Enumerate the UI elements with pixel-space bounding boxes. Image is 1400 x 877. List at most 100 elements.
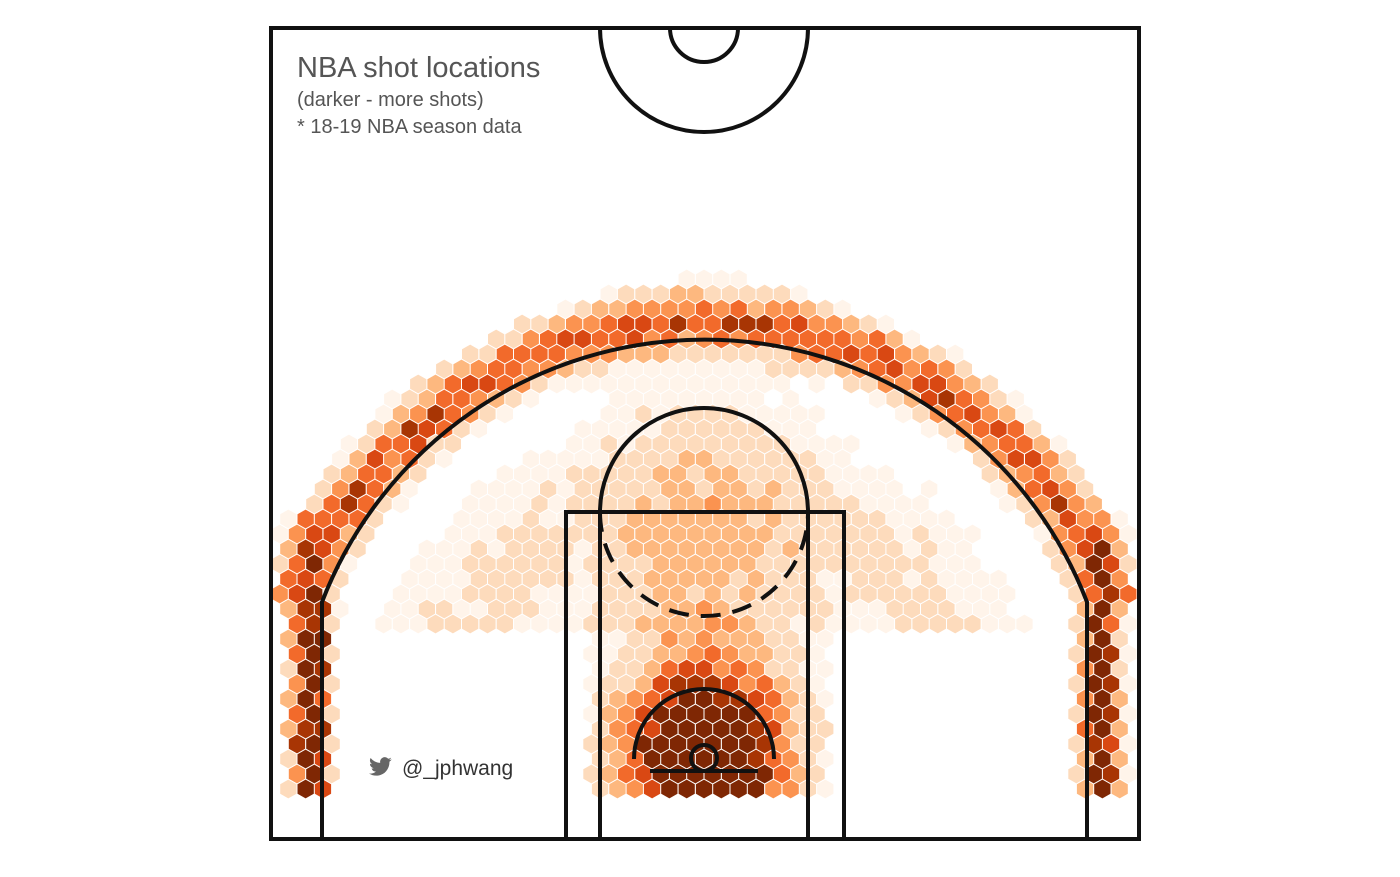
hexbin-cell	[955, 359, 972, 379]
hexbin-cell	[1076, 509, 1094, 529]
hexbin-cell	[687, 524, 704, 544]
hexbin-cell	[704, 344, 721, 364]
hexbin-cell	[635, 674, 652, 694]
hexbin-cell	[384, 389, 401, 409]
hexbin-cell	[747, 359, 765, 379]
hexbin-cell	[574, 599, 591, 619]
hexbin-cell	[912, 404, 929, 424]
hexbin-cell	[817, 629, 834, 649]
hexbin-cell	[652, 464, 669, 484]
hexbin-cell	[496, 614, 513, 634]
hexbin-cell	[808, 374, 825, 394]
hexbin-cell	[540, 539, 557, 559]
hexbin-cell	[990, 479, 1007, 499]
hexbin-cell	[817, 359, 834, 379]
hexbin-cell	[635, 404, 652, 424]
hexbin-cell	[323, 524, 340, 544]
hexbin-cell	[453, 359, 470, 379]
hexbin-cell	[1076, 539, 1094, 559]
hexbin-cell	[661, 659, 678, 679]
hexbin-cell	[609, 479, 626, 499]
hexbin-cell	[635, 344, 652, 364]
hexbin-cell	[600, 494, 617, 514]
hexbin-cell	[912, 614, 929, 634]
hexbin-cell	[427, 374, 444, 394]
hexbin-cell	[600, 284, 617, 304]
hexbin-cell	[323, 464, 340, 484]
hexbin-cell	[704, 434, 721, 454]
hexbin-cell	[765, 779, 782, 799]
hexbin-cell	[687, 434, 704, 454]
hexbin-cell	[643, 359, 661, 379]
hexbin-cell	[851, 539, 868, 559]
hexbin-cell	[713, 689, 730, 709]
hexbin-cell	[566, 614, 583, 634]
hexbin-cell	[886, 599, 903, 619]
hexbin-cell	[1094, 779, 1111, 799]
hexbin-cell	[782, 599, 799, 619]
hexbin-cell	[669, 344, 687, 364]
hexbin-cell	[860, 314, 877, 334]
hexbin-cell	[1016, 434, 1033, 454]
hexbin-cell	[1042, 479, 1059, 499]
hexbin-cell	[791, 434, 808, 454]
hexbin-cell	[557, 299, 574, 319]
hexbin-cell	[773, 314, 791, 334]
hexbin-cell	[773, 584, 791, 604]
hexbin-cell	[574, 509, 591, 529]
hexbin-cell	[1085, 614, 1102, 634]
hexbin-cell	[496, 344, 513, 364]
hexbin-cell	[661, 599, 678, 619]
hexbin-cell	[635, 374, 652, 394]
hexbin-cell	[782, 329, 799, 349]
hexbin-cell	[1111, 599, 1128, 619]
hexbin-cell	[531, 524, 548, 544]
hexbin-cell	[661, 749, 678, 769]
hexbin-cell	[1094, 659, 1111, 679]
hexbin-cell	[626, 389, 643, 409]
hexbin-cell	[817, 659, 834, 679]
hexbin-cell	[479, 524, 496, 544]
hexbin-cell	[522, 569, 539, 589]
hexbin-cell	[453, 599, 470, 619]
hexbin-cell	[739, 464, 756, 484]
hexbin-cell	[895, 344, 912, 364]
hexbin-cell	[990, 599, 1007, 619]
hexbin-cell	[730, 329, 747, 349]
hexbin-cell	[1085, 704, 1102, 724]
hexbin-cell	[574, 479, 591, 499]
hexbin-cell	[791, 314, 808, 334]
hexbin-cell	[955, 389, 972, 409]
hexbin-cell	[609, 779, 626, 799]
hexbin-cell	[652, 344, 669, 364]
hexbin-cell	[479, 584, 496, 604]
hexbin-cell	[496, 464, 513, 484]
hexbin-cell	[1111, 629, 1128, 649]
hexbin-cell	[574, 449, 591, 469]
hexbin-cell	[704, 554, 721, 574]
hexbin-cell	[981, 584, 998, 604]
hexbin-cell	[678, 299, 695, 319]
hexbin-cell	[1007, 449, 1024, 469]
hexbin-cell	[730, 419, 747, 439]
hexbin-cell	[938, 509, 955, 529]
hexbin-cell	[678, 389, 695, 409]
hexbin-cell	[695, 269, 713, 289]
hexbin-cell	[635, 314, 652, 334]
hexbin-cell	[643, 479, 661, 499]
hexbin-cell	[964, 434, 981, 454]
hexbin-cell	[600, 374, 617, 394]
hexbin-cell	[825, 524, 843, 544]
hexbin-cell	[678, 419, 695, 439]
hexbin-cell	[427, 554, 444, 574]
hexbin-cell	[288, 734, 306, 754]
hexbin-cell	[713, 389, 730, 409]
hexbin-cell	[955, 599, 972, 619]
hexbin-cell	[739, 584, 756, 604]
hexbin-cell	[652, 674, 669, 694]
hexbin-cell	[825, 434, 843, 454]
hexbin-cell	[366, 479, 384, 499]
hexbin-cell	[999, 404, 1016, 424]
hexbin-cell	[869, 359, 886, 379]
hexbin-cell	[756, 464, 773, 484]
